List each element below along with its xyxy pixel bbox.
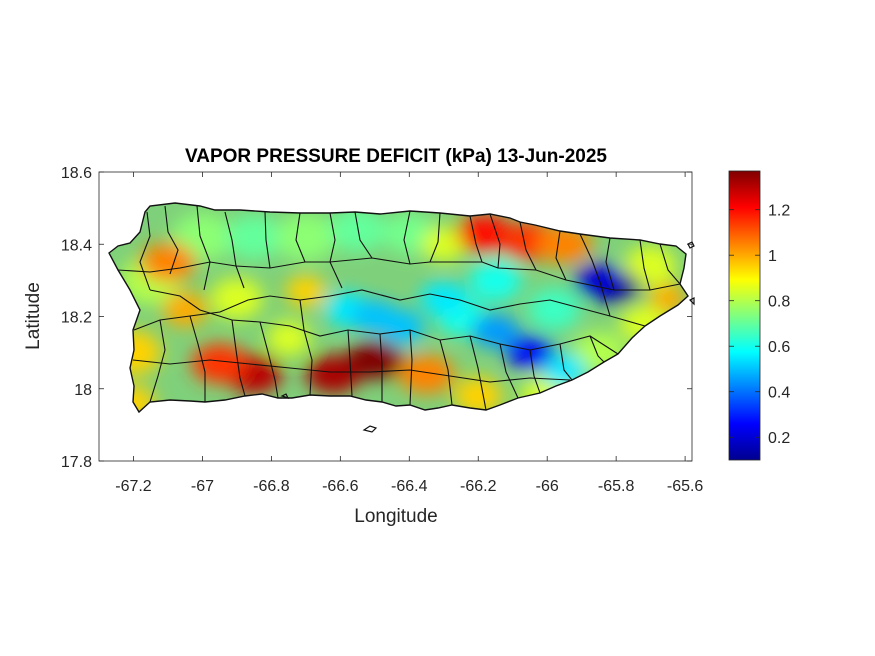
municipality-boundaries [117,205,681,411]
municipality-boundary [347,329,353,397]
municipality-boundary [196,205,211,291]
municipality-boundary [139,211,151,291]
municipality-boundary [295,212,306,263]
offshore-islets [280,241,695,433]
plot-area [98,171,695,462]
municipality-boundary [164,205,179,275]
municipality-boundary [117,257,681,291]
municipality-boundary [659,243,681,285]
x-tick-label: -67 [191,478,214,495]
x-axis: -67.2 -67 -66.8 -66.6 -66.4 -66.2 -66 -65.8 -65.… [115,172,703,495]
colorbar-tick-label: 0.4 [768,385,790,402]
chart-title: VAPOR PRESSURE DEFICIT (kPa) 13-Jun-2025 [185,146,607,167]
colorbar-tick-label: 0.6 [768,339,790,356]
municipality-boundary [559,343,573,381]
colorbar-gradient [728,170,761,461]
municipality-boundary [469,215,483,263]
municipality-boundary [579,233,611,317]
field-feature-south-coast-high [305,354,362,394]
municipality-boundary [519,221,537,271]
x-tick-label: -66.2 [460,478,497,495]
field-feature-north-coast-high [536,224,593,264]
y-tick-label: 18.6 [61,165,92,182]
y-tick-label: 18.2 [61,310,92,327]
municipality-boundary [469,335,487,411]
field-feature-south-coast-high [398,354,455,394]
municipality-boundary [379,333,383,402]
municipality-boundary [639,239,651,291]
field-feature-central-low [419,281,468,316]
y-axis-label: Latitude [23,282,44,350]
x-tick-label: -65.8 [598,478,635,495]
municipality-boundary [264,211,271,269]
islet [362,425,378,433]
colorbar-tick-label: 0.2 [768,430,790,447]
field-feature-central-low [350,299,399,334]
field-feature-west-high [140,242,196,282]
x-tick-label: -65.6 [667,478,704,495]
island-coastline [108,202,689,414]
municipality-boundary [133,289,646,331]
x-tick-label: -66.4 [391,478,428,495]
x-tick-label: -66.8 [253,478,290,495]
y-tick-label: 18 [74,382,92,399]
municipality-boundary [499,343,519,399]
x-tick-label: -66 [536,478,559,495]
municipality-boundary [329,212,343,289]
municipality-boundary [231,319,246,397]
colorbar-tick-label: 1 [768,248,777,265]
municipality-boundary [439,339,453,406]
colorbar-tick-label: 0.8 [768,294,790,311]
municipality-boundary [189,315,206,402]
municipality-boundary [409,329,413,406]
municipality-boundary [299,299,313,396]
islet [280,393,290,400]
field-feature-south-coast-high [346,340,403,380]
y-tick-label: 17.8 [61,454,92,471]
x-tick-label: -66.6 [322,478,359,495]
municipality-boundary [403,210,411,265]
x-axis-label: Longitude [354,506,437,527]
municipality-boundary [489,213,501,269]
colorbar-tick-label: 1.2 [768,203,790,220]
municipality-boundary [354,211,373,259]
x-tick-label: -67.2 [115,478,152,495]
field-feature-south-coast-high [191,343,248,384]
islet [687,241,695,249]
municipality-boundary [555,230,567,281]
islet [688,297,695,306]
y-tick-label: 18.4 [61,237,92,254]
municipality-boundary [589,335,605,363]
municipality-boundary [224,211,245,289]
y-axis: 17.8 18 18.2 18.4 18.6 [61,165,692,471]
municipality-boundary [529,349,541,394]
municipality-boundary [429,212,441,263]
municipality-boundary [605,237,615,291]
municipality-boundary [132,359,571,383]
vpd-field [109,203,688,412]
colorbar: 0.2 0.4 0.6 0.8 1 1.2 [728,170,790,461]
